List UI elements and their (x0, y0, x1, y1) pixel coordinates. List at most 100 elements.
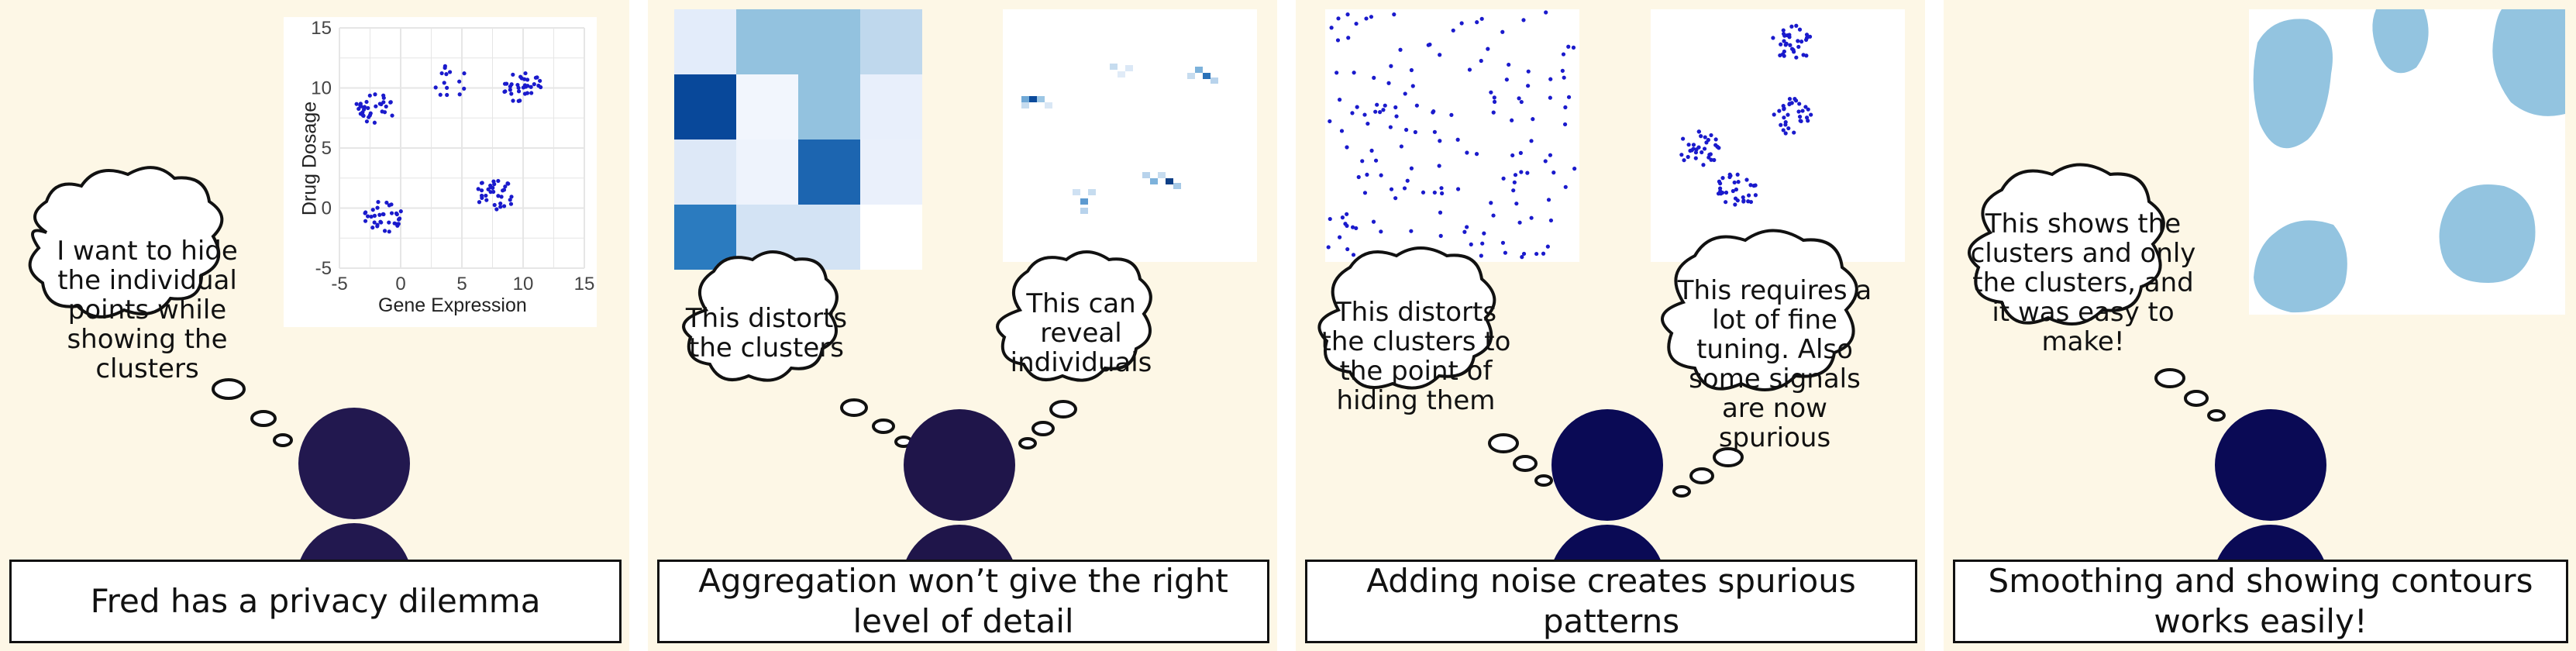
data-point (1405, 178, 1410, 183)
data-point (1440, 191, 1445, 196)
data-point (501, 204, 507, 208)
data-point (1809, 112, 1813, 117)
scatter-plot: -5 0 5 10 15 15 10 5 0 -5 (284, 17, 597, 327)
data-point (1709, 157, 1713, 162)
data-point (1800, 108, 1805, 113)
data-point (382, 229, 387, 233)
data-point (1491, 110, 1496, 115)
data-point (1362, 112, 1367, 117)
person-head (298, 408, 410, 519)
tuned-points (1679, 23, 1813, 207)
data-point (1679, 153, 1684, 157)
data-point (1713, 137, 1718, 142)
data-point (388, 100, 393, 105)
data-point (1686, 143, 1691, 147)
data-point (1741, 198, 1746, 203)
data-point (1437, 164, 1441, 168)
data-point (1706, 137, 1710, 143)
thought-dot (1049, 400, 1077, 418)
data-point (1398, 47, 1403, 52)
data-point (508, 202, 514, 206)
heatmap-cell (1158, 172, 1166, 178)
data-point (1732, 180, 1737, 185)
data-point (508, 198, 512, 202)
data-point (496, 178, 501, 184)
data-point (1403, 91, 1407, 96)
heatmap-cell (1037, 96, 1045, 102)
data-point (1563, 105, 1568, 110)
data-point (1782, 49, 1786, 54)
data-point (1707, 152, 1712, 157)
data-point (1340, 215, 1345, 220)
data-point (1548, 77, 1553, 81)
data-point (1365, 172, 1369, 177)
data-point (1782, 115, 1786, 120)
data-point (1393, 196, 1398, 201)
data-point (492, 202, 497, 208)
heatmap-cell (1080, 208, 1088, 214)
data-point (1786, 112, 1790, 117)
heatmap-cell (1142, 172, 1150, 178)
data-point (1779, 42, 1783, 46)
fine-heatmap-cells (1021, 64, 1218, 214)
data-point (1500, 240, 1506, 245)
data-point (1782, 39, 1786, 43)
data-point (1355, 105, 1359, 109)
tuned-noise-scatter (1651, 9, 1905, 262)
data-point (1796, 109, 1801, 114)
data-point (1469, 242, 1473, 246)
data-point (1541, 251, 1546, 256)
data-point (444, 72, 449, 77)
data-point (1373, 109, 1378, 114)
data-point (457, 92, 462, 97)
data-point (1782, 32, 1786, 36)
data-point (1804, 115, 1810, 120)
data-point (1572, 167, 1577, 171)
data-point (1519, 170, 1524, 174)
data-point (1392, 12, 1396, 17)
data-point (1526, 69, 1531, 74)
data-point (1394, 114, 1399, 119)
data-point (529, 91, 534, 95)
data-point (398, 209, 403, 214)
data-point (1350, 111, 1355, 115)
data-point (1511, 188, 1516, 193)
data-point (1548, 95, 1552, 100)
thought-dot (1689, 467, 1714, 484)
data-point (1525, 170, 1530, 175)
heatmap-cell (1088, 189, 1096, 195)
data-point (1491, 213, 1496, 218)
data-point (522, 91, 528, 96)
data-point (1369, 148, 1374, 153)
data-point (1475, 20, 1479, 25)
data-point (1544, 10, 1548, 15)
data-point (1402, 186, 1407, 191)
thought-dot (2207, 409, 2226, 422)
data-point (1326, 245, 1331, 250)
data-point (1520, 255, 1524, 260)
data-point (366, 105, 370, 111)
data-point (535, 75, 539, 80)
data-point (1733, 196, 1738, 201)
data-point (370, 208, 375, 212)
contour-blob (2253, 19, 2333, 149)
data-point (439, 71, 444, 76)
thought-bubble-text: I want to hide the individual points whi… (57, 236, 238, 384)
data-point (1462, 229, 1467, 234)
heatmap-cell (1125, 65, 1133, 71)
data-point (1792, 130, 1796, 135)
data-point (503, 184, 508, 189)
data-point (1517, 220, 1522, 225)
data-point (1693, 150, 1699, 155)
data-point (1350, 225, 1355, 229)
data-point (462, 86, 467, 91)
data-point (1806, 119, 1810, 123)
data-point (1489, 90, 1493, 95)
data-point (1519, 99, 1524, 105)
data-point (1451, 28, 1455, 33)
data-point (1365, 121, 1370, 126)
data-point (508, 88, 512, 92)
thought-dot (212, 378, 246, 400)
thought-dot (2154, 368, 2185, 388)
data-point (1702, 146, 1707, 151)
